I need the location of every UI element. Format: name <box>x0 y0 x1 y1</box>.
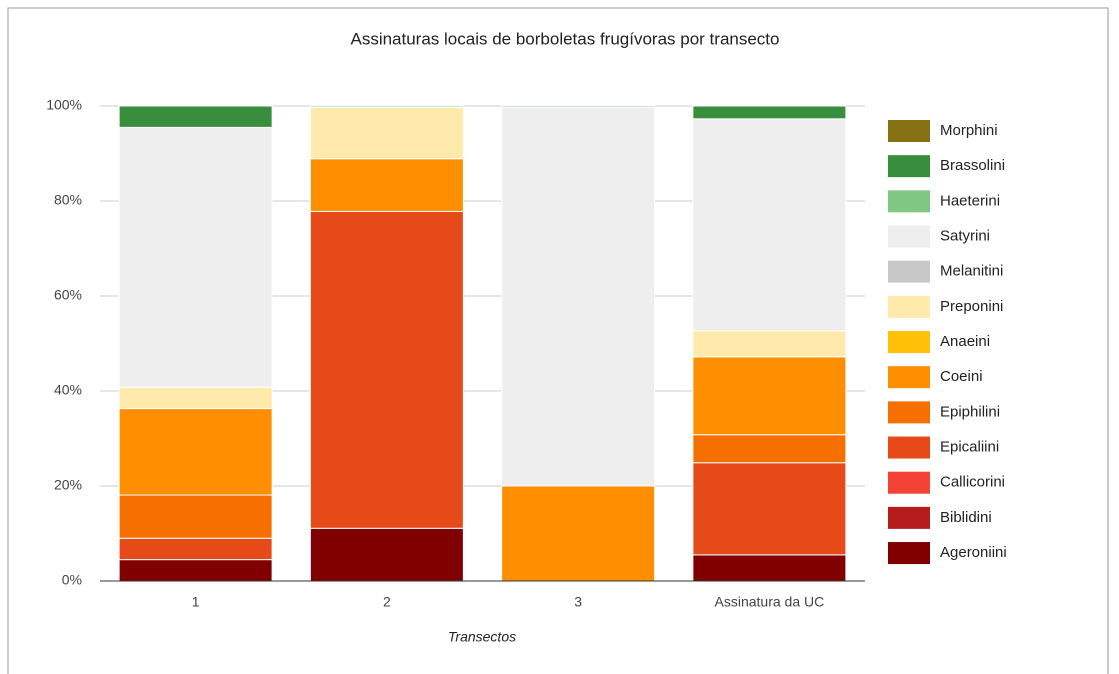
x-tick-label: 3 <box>574 594 582 610</box>
bar-segment <box>501 105 656 108</box>
x-tick-label: 2 <box>383 594 391 610</box>
y-tick-label: 40% <box>54 382 82 398</box>
legend-label: Anaeini <box>940 333 990 350</box>
x-tick-label: 1 <box>192 594 200 610</box>
legend-swatch <box>888 471 930 494</box>
bar-segment <box>118 105 273 128</box>
x-tick-label: Assinatura da UC <box>715 594 825 610</box>
legend-swatch <box>888 190 930 213</box>
bar-segment <box>309 527 464 582</box>
bar-segment <box>692 554 847 582</box>
bar-segment <box>692 356 847 436</box>
legend-label: Brassolini <box>940 157 1005 174</box>
legend-swatch <box>888 506 930 529</box>
legend-swatch <box>888 542 930 565</box>
bar-segment <box>501 485 656 582</box>
bar-segment <box>692 118 847 332</box>
y-tick-label: 80% <box>54 192 82 208</box>
legend-label: Haeterini <box>940 192 1000 209</box>
legend-swatch <box>888 295 930 318</box>
bar-segment <box>118 559 273 582</box>
bar-segment <box>118 537 273 561</box>
bar-segment <box>692 330 847 358</box>
legend-label: Melanitini <box>940 263 1003 280</box>
legend-swatch <box>888 225 930 248</box>
legend-label: Morphini <box>940 122 998 139</box>
legend-swatch <box>888 120 930 142</box>
legend-label: Satyrini <box>940 227 990 244</box>
bar-segment <box>309 106 464 160</box>
bar-segment <box>501 106 656 487</box>
legend-label: Preponini <box>940 298 1003 315</box>
legend-label: Coeini <box>940 368 983 385</box>
legend-swatch <box>888 155 930 178</box>
legend-label: Epiphilini <box>940 403 1000 420</box>
bar-segment <box>118 126 273 388</box>
bar-segment <box>692 462 847 556</box>
chart-title: Assinaturas locais de borboletas frugívo… <box>350 29 779 48</box>
bar-segment <box>118 386 273 410</box>
y-tick-label: 60% <box>54 287 82 303</box>
bar-segment <box>118 494 273 539</box>
legend-label: Epicaliini <box>940 438 999 455</box>
bar-segment <box>692 434 847 464</box>
bar-segment <box>118 408 273 496</box>
bar-segment <box>309 158 464 212</box>
legend-swatch <box>888 436 930 459</box>
legend-label: Callicorini <box>940 474 1005 491</box>
legend-swatch <box>888 331 930 354</box>
legend-label: Biblidini <box>940 509 992 526</box>
legend-swatch <box>888 260 930 283</box>
x-axis-label: Transectos <box>448 629 516 645</box>
legend-swatch <box>888 366 930 389</box>
legend-swatch <box>888 401 930 424</box>
y-tick-label: 100% <box>46 97 82 113</box>
y-tick-label: 0% <box>62 572 82 588</box>
bar-segment <box>309 105 464 108</box>
y-tick-label: 20% <box>54 477 82 493</box>
legend-label: Ageroniini <box>940 544 1007 561</box>
bar-segment <box>692 105 847 120</box>
frame <box>7 7 1109 674</box>
bar-segment <box>309 210 464 529</box>
